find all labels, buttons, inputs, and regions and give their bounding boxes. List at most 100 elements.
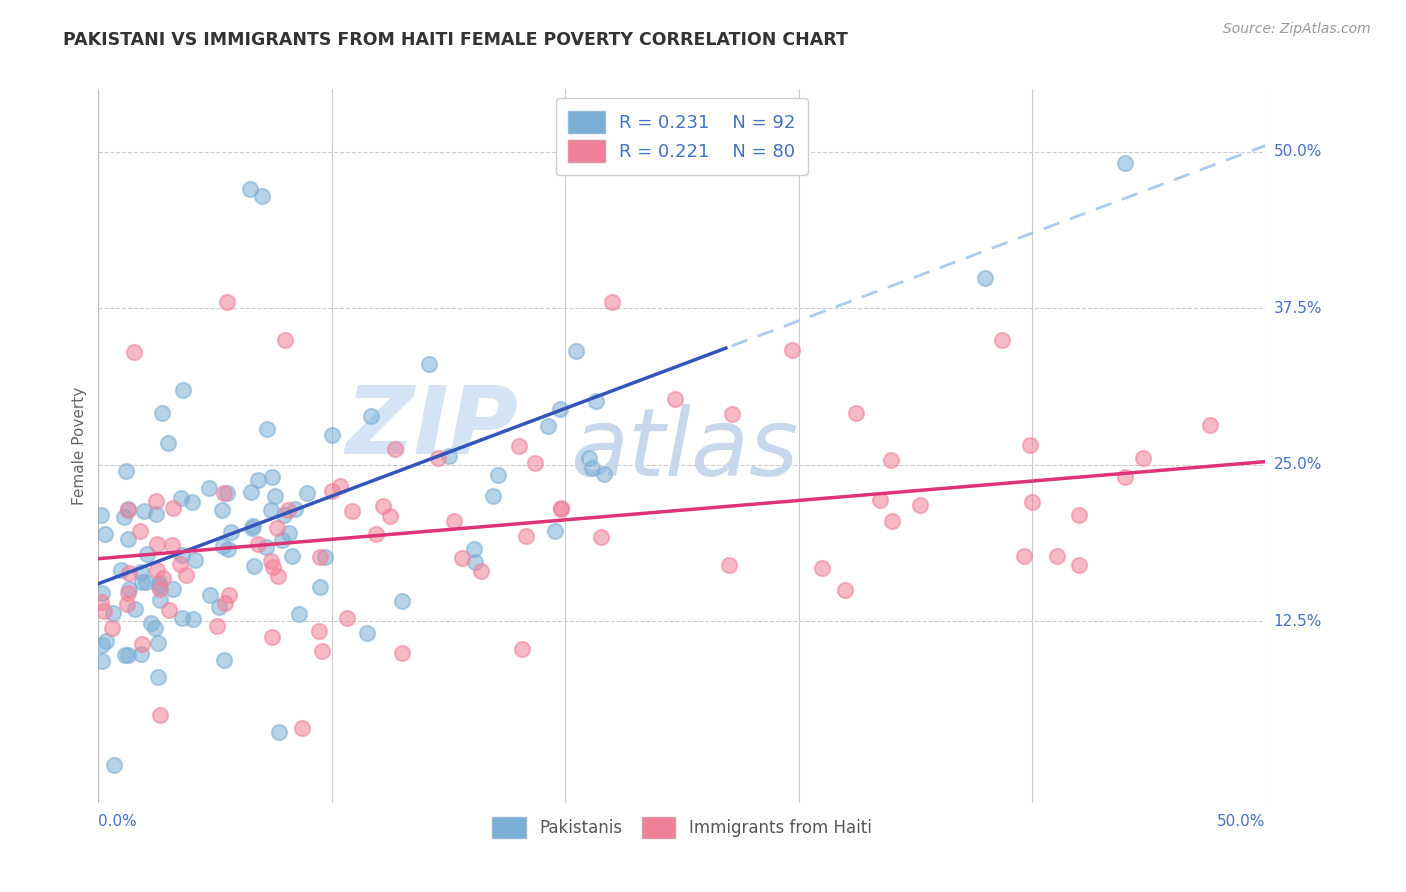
Point: [143, 621, 166, 635]
Point: [262, 560, 284, 574]
Point: [148, 636, 170, 650]
Point: [321, 484, 343, 499]
Point: [148, 708, 170, 723]
Point: [470, 564, 492, 578]
Point: [256, 540, 278, 554]
Point: [974, 270, 997, 285]
Point: [463, 542, 485, 557]
Point: [1067, 558, 1090, 572]
Point: [243, 559, 266, 574]
Point: [1021, 495, 1043, 509]
Point: [240, 521, 263, 535]
Point: [101, 621, 124, 635]
Point: [384, 442, 406, 457]
Point: [1132, 451, 1154, 466]
Point: [135, 574, 157, 589]
Point: [486, 467, 509, 482]
Point: [360, 409, 382, 423]
Point: [219, 524, 242, 539]
Point: [208, 599, 231, 614]
Point: [544, 524, 567, 538]
Point: [550, 500, 572, 515]
Point: [537, 419, 560, 434]
Text: 0.0%: 0.0%: [98, 814, 138, 829]
Point: [212, 486, 235, 500]
Point: [103, 758, 125, 772]
Point: [114, 648, 136, 662]
Text: 25.0%: 25.0%: [1274, 458, 1322, 472]
Point: [149, 593, 172, 607]
Text: atlas: atlas: [571, 404, 799, 495]
Point: [90, 595, 112, 609]
Point: [152, 571, 174, 585]
Point: [371, 499, 394, 513]
Point: [426, 450, 449, 465]
Point: [262, 630, 284, 644]
Point: [260, 554, 283, 568]
Point: [122, 345, 145, 359]
Point: [117, 502, 139, 516]
Point: [184, 553, 207, 567]
Point: [391, 594, 413, 608]
Point: [910, 498, 932, 512]
Point: [600, 295, 623, 310]
Point: [834, 582, 856, 597]
Point: [218, 588, 240, 602]
Point: [198, 481, 221, 495]
Point: [565, 343, 588, 358]
Point: [378, 508, 401, 523]
Point: [176, 567, 198, 582]
Point: [172, 611, 194, 625]
Point: [309, 580, 332, 594]
Point: [91, 654, 114, 668]
Point: [366, 526, 388, 541]
Point: [207, 619, 229, 633]
Point: [172, 548, 194, 562]
Point: [418, 357, 440, 371]
Point: [169, 491, 191, 505]
Text: Source: ZipAtlas.com: Source: ZipAtlas.com: [1223, 22, 1371, 37]
Point: [256, 422, 278, 436]
Point: [117, 502, 139, 516]
Point: [145, 562, 167, 576]
Point: [880, 453, 903, 467]
Point: [1114, 470, 1136, 484]
Point: [882, 514, 904, 528]
Point: [110, 563, 132, 577]
Text: 50.0%: 50.0%: [1274, 145, 1322, 160]
Point: [1019, 438, 1042, 452]
Point: [450, 551, 472, 566]
Point: [115, 464, 138, 478]
Point: [581, 460, 603, 475]
Point: [281, 549, 304, 564]
Point: [132, 504, 155, 518]
Text: 37.5%: 37.5%: [1274, 301, 1322, 316]
Point: [550, 502, 572, 516]
Text: 50.0%: 50.0%: [1218, 814, 1265, 829]
Point: [437, 449, 460, 463]
Point: [273, 508, 295, 522]
Point: [129, 647, 152, 661]
Point: [1199, 417, 1222, 432]
Point: [214, 653, 236, 667]
Point: [247, 537, 270, 551]
Point: [321, 428, 343, 442]
Point: [391, 646, 413, 660]
Point: [139, 615, 162, 630]
Point: [1012, 549, 1035, 563]
Point: [211, 503, 233, 517]
Legend: Pakistanis, Immigrants from Haiti: Pakistanis, Immigrants from Haiti: [485, 811, 879, 845]
Point: [780, 343, 803, 358]
Point: [288, 607, 311, 622]
Point: [145, 507, 167, 521]
Point: [90, 638, 112, 652]
Point: [128, 524, 150, 539]
Point: [1067, 508, 1090, 522]
Point: [277, 526, 299, 541]
Point: [524, 456, 547, 470]
Point: [181, 495, 204, 509]
Point: [148, 582, 170, 596]
Point: [593, 467, 616, 481]
Point: [146, 670, 169, 684]
Point: [721, 408, 744, 422]
